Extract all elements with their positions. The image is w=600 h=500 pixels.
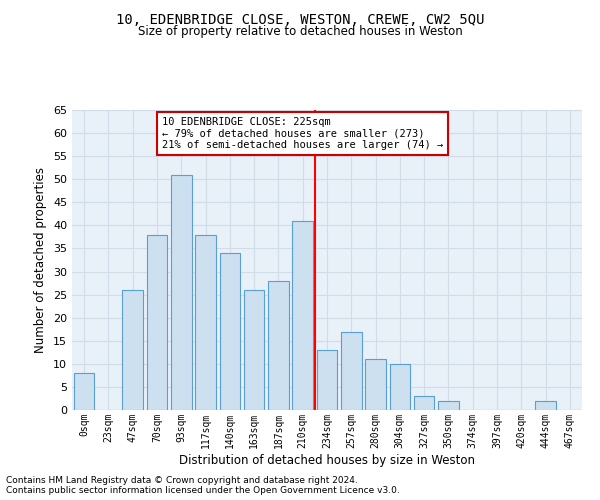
- Bar: [171, 174, 191, 410]
- Y-axis label: Number of detached properties: Number of detached properties: [34, 167, 47, 353]
- Bar: [195, 234, 216, 410]
- Bar: [438, 401, 459, 410]
- Bar: [365, 359, 386, 410]
- Text: Contains public sector information licensed under the Open Government Licence v3: Contains public sector information licen…: [6, 486, 400, 495]
- X-axis label: Distribution of detached houses by size in Weston: Distribution of detached houses by size …: [179, 454, 475, 466]
- Bar: [341, 332, 362, 410]
- Bar: [268, 281, 289, 410]
- Bar: [220, 253, 240, 410]
- Bar: [414, 396, 434, 410]
- Bar: [389, 364, 410, 410]
- Bar: [74, 373, 94, 410]
- Bar: [244, 290, 265, 410]
- Text: 10 EDENBRIDGE CLOSE: 225sqm
← 79% of detached houses are smaller (273)
21% of se: 10 EDENBRIDGE CLOSE: 225sqm ← 79% of det…: [162, 117, 443, 150]
- Text: Contains HM Land Registry data © Crown copyright and database right 2024.: Contains HM Land Registry data © Crown c…: [6, 476, 358, 485]
- Text: Size of property relative to detached houses in Weston: Size of property relative to detached ho…: [137, 25, 463, 38]
- Bar: [122, 290, 143, 410]
- Bar: [317, 350, 337, 410]
- Text: 10, EDENBRIDGE CLOSE, WESTON, CREWE, CW2 5QU: 10, EDENBRIDGE CLOSE, WESTON, CREWE, CW2…: [116, 12, 484, 26]
- Bar: [146, 234, 167, 410]
- Bar: [292, 221, 313, 410]
- Bar: [535, 401, 556, 410]
